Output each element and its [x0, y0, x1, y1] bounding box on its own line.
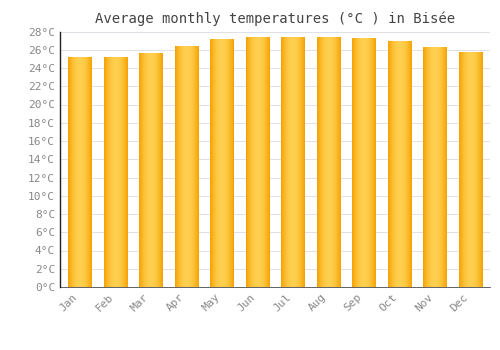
Title: Average monthly temperatures (°C ) in Bisée: Average monthly temperatures (°C ) in Bi…: [95, 12, 455, 26]
